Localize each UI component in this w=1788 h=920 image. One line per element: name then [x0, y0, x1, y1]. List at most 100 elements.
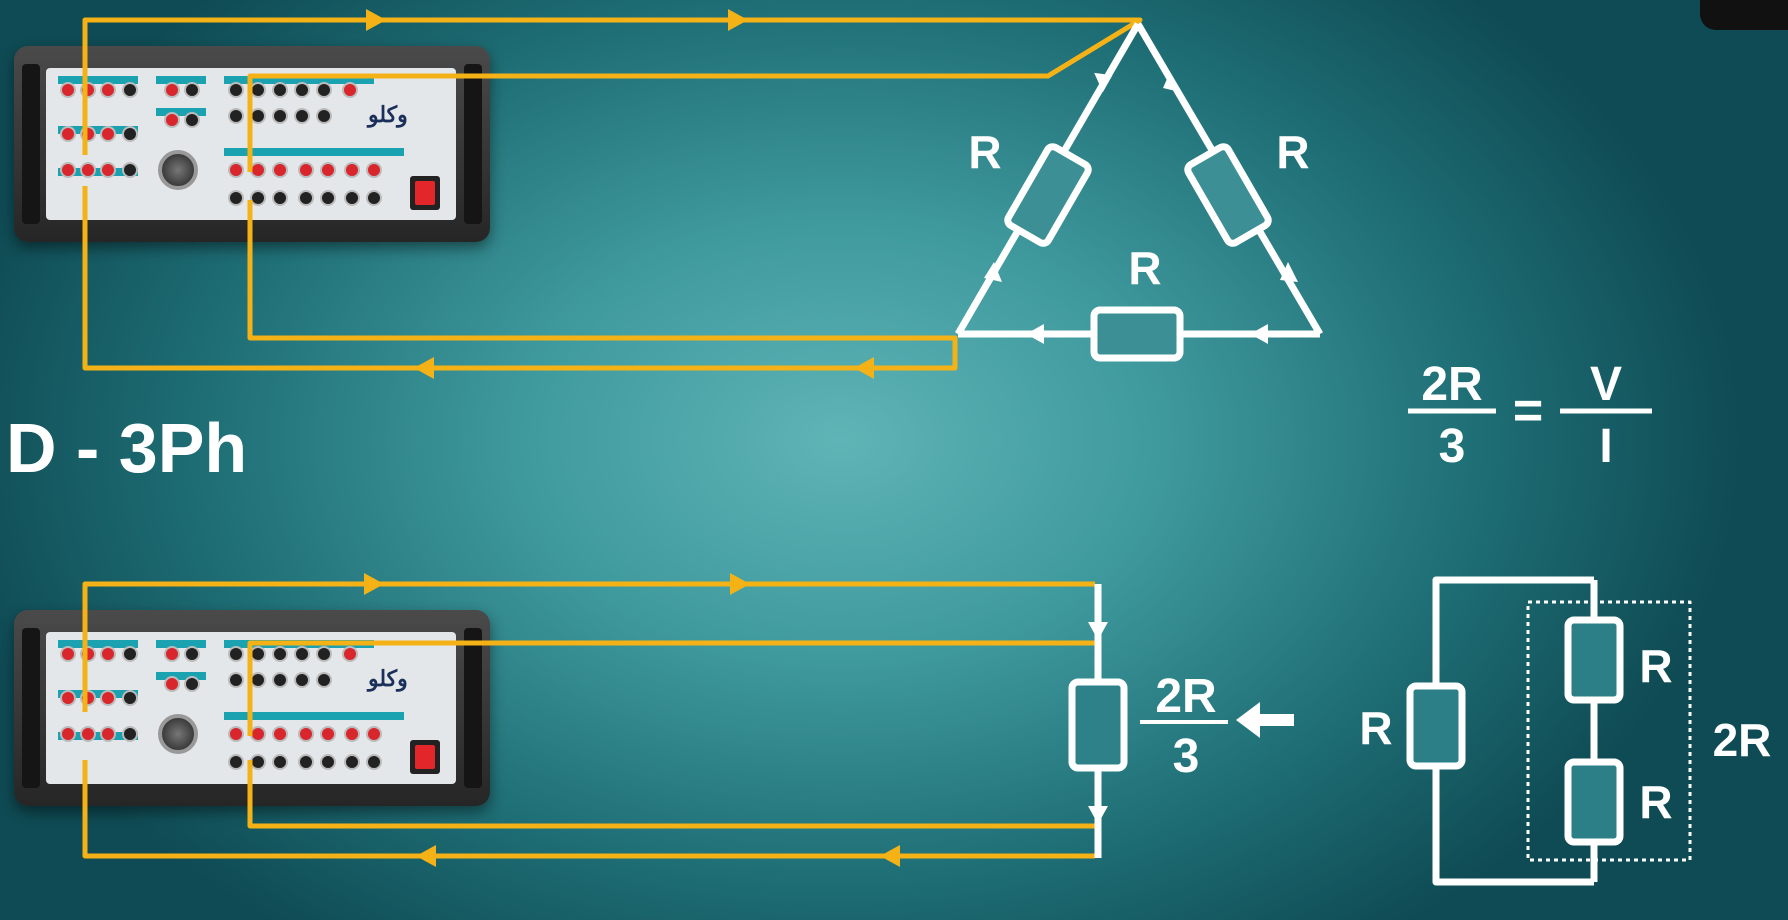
jack[interactable]	[100, 126, 116, 142]
jack[interactable]	[272, 190, 288, 206]
jack[interactable]	[122, 126, 138, 142]
jack[interactable]	[228, 108, 244, 124]
arrow	[366, 9, 386, 31]
jack[interactable]	[164, 82, 180, 98]
arrow	[1163, 72, 1180, 92]
jack[interactable]	[184, 112, 200, 128]
jack[interactable]	[344, 190, 360, 206]
jack[interactable]	[272, 162, 288, 178]
jack[interactable]	[80, 162, 96, 178]
jack[interactable]	[298, 162, 314, 178]
jack[interactable]	[184, 646, 200, 662]
series-highlight-box	[1526, 600, 1692, 862]
wire-return-2b	[82, 760, 1095, 859]
jack[interactable]	[100, 82, 116, 98]
jack[interactable]	[122, 162, 138, 178]
jack[interactable]	[228, 754, 244, 770]
wire-arrows-top	[366, 9, 874, 379]
jack[interactable]	[320, 162, 336, 178]
arrow	[730, 573, 750, 595]
jack[interactable]	[366, 726, 382, 742]
jack[interactable]	[272, 726, 288, 742]
jack[interactable]	[184, 82, 200, 98]
parallel-label-series: 2R	[1713, 714, 1772, 766]
arrow	[1250, 324, 1268, 344]
jack[interactable]	[122, 690, 138, 706]
jack[interactable]	[344, 754, 360, 770]
jack[interactable]	[366, 162, 382, 178]
jack[interactable]	[60, 690, 76, 706]
aux-connector[interactable]	[158, 150, 198, 190]
jack[interactable]	[272, 108, 288, 124]
jack[interactable]	[228, 162, 244, 178]
jack[interactable]	[316, 672, 332, 688]
jack[interactable]	[366, 190, 382, 206]
jack[interactable]	[184, 676, 200, 692]
parallel-resistor-top	[1564, 616, 1624, 704]
arrow	[1088, 622, 1108, 640]
wire-phase-2	[82, 581, 1095, 712]
jack[interactable]	[228, 726, 244, 742]
parallel-network	[1406, 576, 1692, 886]
jack[interactable]	[228, 82, 244, 98]
arrow	[364, 573, 384, 595]
jack[interactable]	[228, 646, 244, 662]
wires-bottom	[82, 581, 1095, 859]
jack[interactable]	[60, 126, 76, 142]
jack[interactable]	[228, 190, 244, 206]
jack[interactable]	[100, 646, 116, 662]
jack[interactable]	[272, 754, 288, 770]
jack[interactable]	[298, 726, 314, 742]
jack[interactable]	[298, 754, 314, 770]
power-switch[interactable]	[410, 740, 440, 774]
jack[interactable]	[60, 162, 76, 178]
jack[interactable]	[316, 82, 332, 98]
jack[interactable]	[164, 112, 180, 128]
jack[interactable]	[122, 726, 138, 742]
jack[interactable]	[272, 646, 288, 662]
jack[interactable]	[100, 162, 116, 178]
parallel-label-single: R	[1359, 702, 1392, 754]
aux-connector[interactable]	[158, 714, 198, 754]
jack[interactable]	[100, 690, 116, 706]
jack[interactable]	[316, 108, 332, 124]
arrow	[1094, 72, 1113, 93]
jack[interactable]	[294, 108, 310, 124]
eq-lhs-numerator: 2R	[1421, 358, 1482, 411]
jack[interactable]	[272, 82, 288, 98]
delta-resistor-right	[1184, 143, 1272, 247]
wire-phase-1	[82, 17, 1143, 172]
jack[interactable]	[342, 646, 358, 662]
jack[interactable]	[294, 82, 310, 98]
jack[interactable]	[228, 672, 244, 688]
arrow	[1026, 324, 1044, 344]
jack[interactable]	[250, 190, 266, 206]
jack[interactable]	[80, 726, 96, 742]
power-switch[interactable]	[410, 176, 440, 210]
jack[interactable]	[294, 646, 310, 662]
jack[interactable]	[320, 190, 336, 206]
jack[interactable]	[344, 162, 360, 178]
delta-arrows	[984, 72, 1298, 344]
jack[interactable]	[164, 676, 180, 692]
jack[interactable]	[316, 646, 332, 662]
wire-return-1	[82, 186, 958, 371]
jack[interactable]	[320, 726, 336, 742]
jack[interactable]	[294, 672, 310, 688]
jack[interactable]	[60, 82, 76, 98]
delta-network	[954, 22, 1324, 362]
jack[interactable]	[122, 646, 138, 662]
jack[interactable]	[320, 754, 336, 770]
jack[interactable]	[344, 726, 360, 742]
jack[interactable]	[342, 82, 358, 98]
jack[interactable]	[164, 646, 180, 662]
wire-return-2a	[247, 760, 1095, 829]
jack[interactable]	[366, 754, 382, 770]
jack[interactable]	[122, 82, 138, 98]
jack[interactable]	[298, 190, 314, 206]
jack[interactable]	[272, 672, 288, 688]
jack[interactable]	[100, 726, 116, 742]
jack[interactable]	[60, 726, 76, 742]
page-title: D - 3Ph	[6, 409, 248, 487]
jack[interactable]	[60, 646, 76, 662]
